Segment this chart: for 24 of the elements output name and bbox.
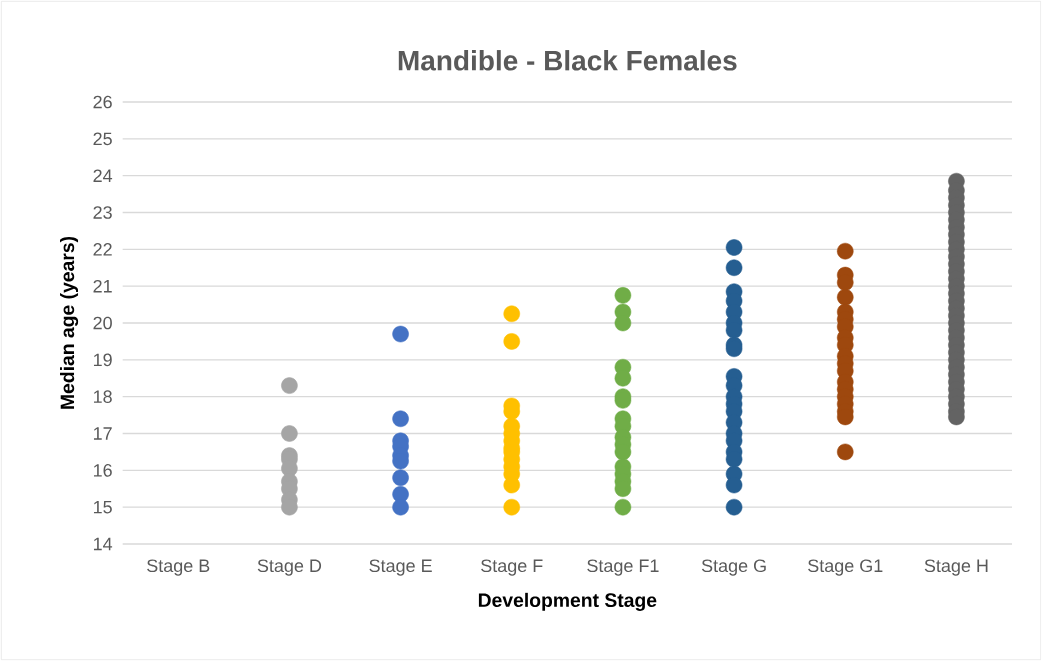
chart-title: Mandible - Black Females — [398, 50, 737, 71]
x-tick-label: Stage G — [701, 559, 766, 576]
y-tick-label: 18 — [93, 390, 112, 404]
y-axis-title: Median age (years) — [60, 236, 79, 409]
y-tick-label: 21 — [93, 279, 112, 293]
y-tick-label: 25 — [93, 132, 112, 146]
x-tick-label: Stage F1 — [587, 559, 659, 576]
x-tick-label: Stage B — [147, 559, 210, 576]
y-tick-label: 16 — [93, 463, 112, 477]
y-tick-label: 14 — [93, 537, 113, 551]
x-tick-label: Stage G1 — [808, 559, 883, 576]
x-axis-title: Development Stage — [478, 592, 657, 611]
y-tick-label: 26 — [93, 95, 112, 109]
x-tick-label: Stage E — [369, 559, 432, 576]
y-tick-label: 23 — [93, 206, 112, 219]
y-tick-label: 19 — [93, 353, 112, 367]
y-tick-label: 15 — [93, 500, 112, 514]
y-tick-label: 24 — [93, 169, 113, 182]
y-tick-label: 20 — [93, 316, 112, 330]
x-tick-label: Stage F — [481, 559, 543, 576]
y-tick-label: 17 — [93, 427, 112, 440]
x-tick-label: Stage D — [257, 559, 322, 576]
x-tick-label: Stage H — [924, 559, 988, 576]
y-tick-label: 22 — [93, 243, 112, 256]
